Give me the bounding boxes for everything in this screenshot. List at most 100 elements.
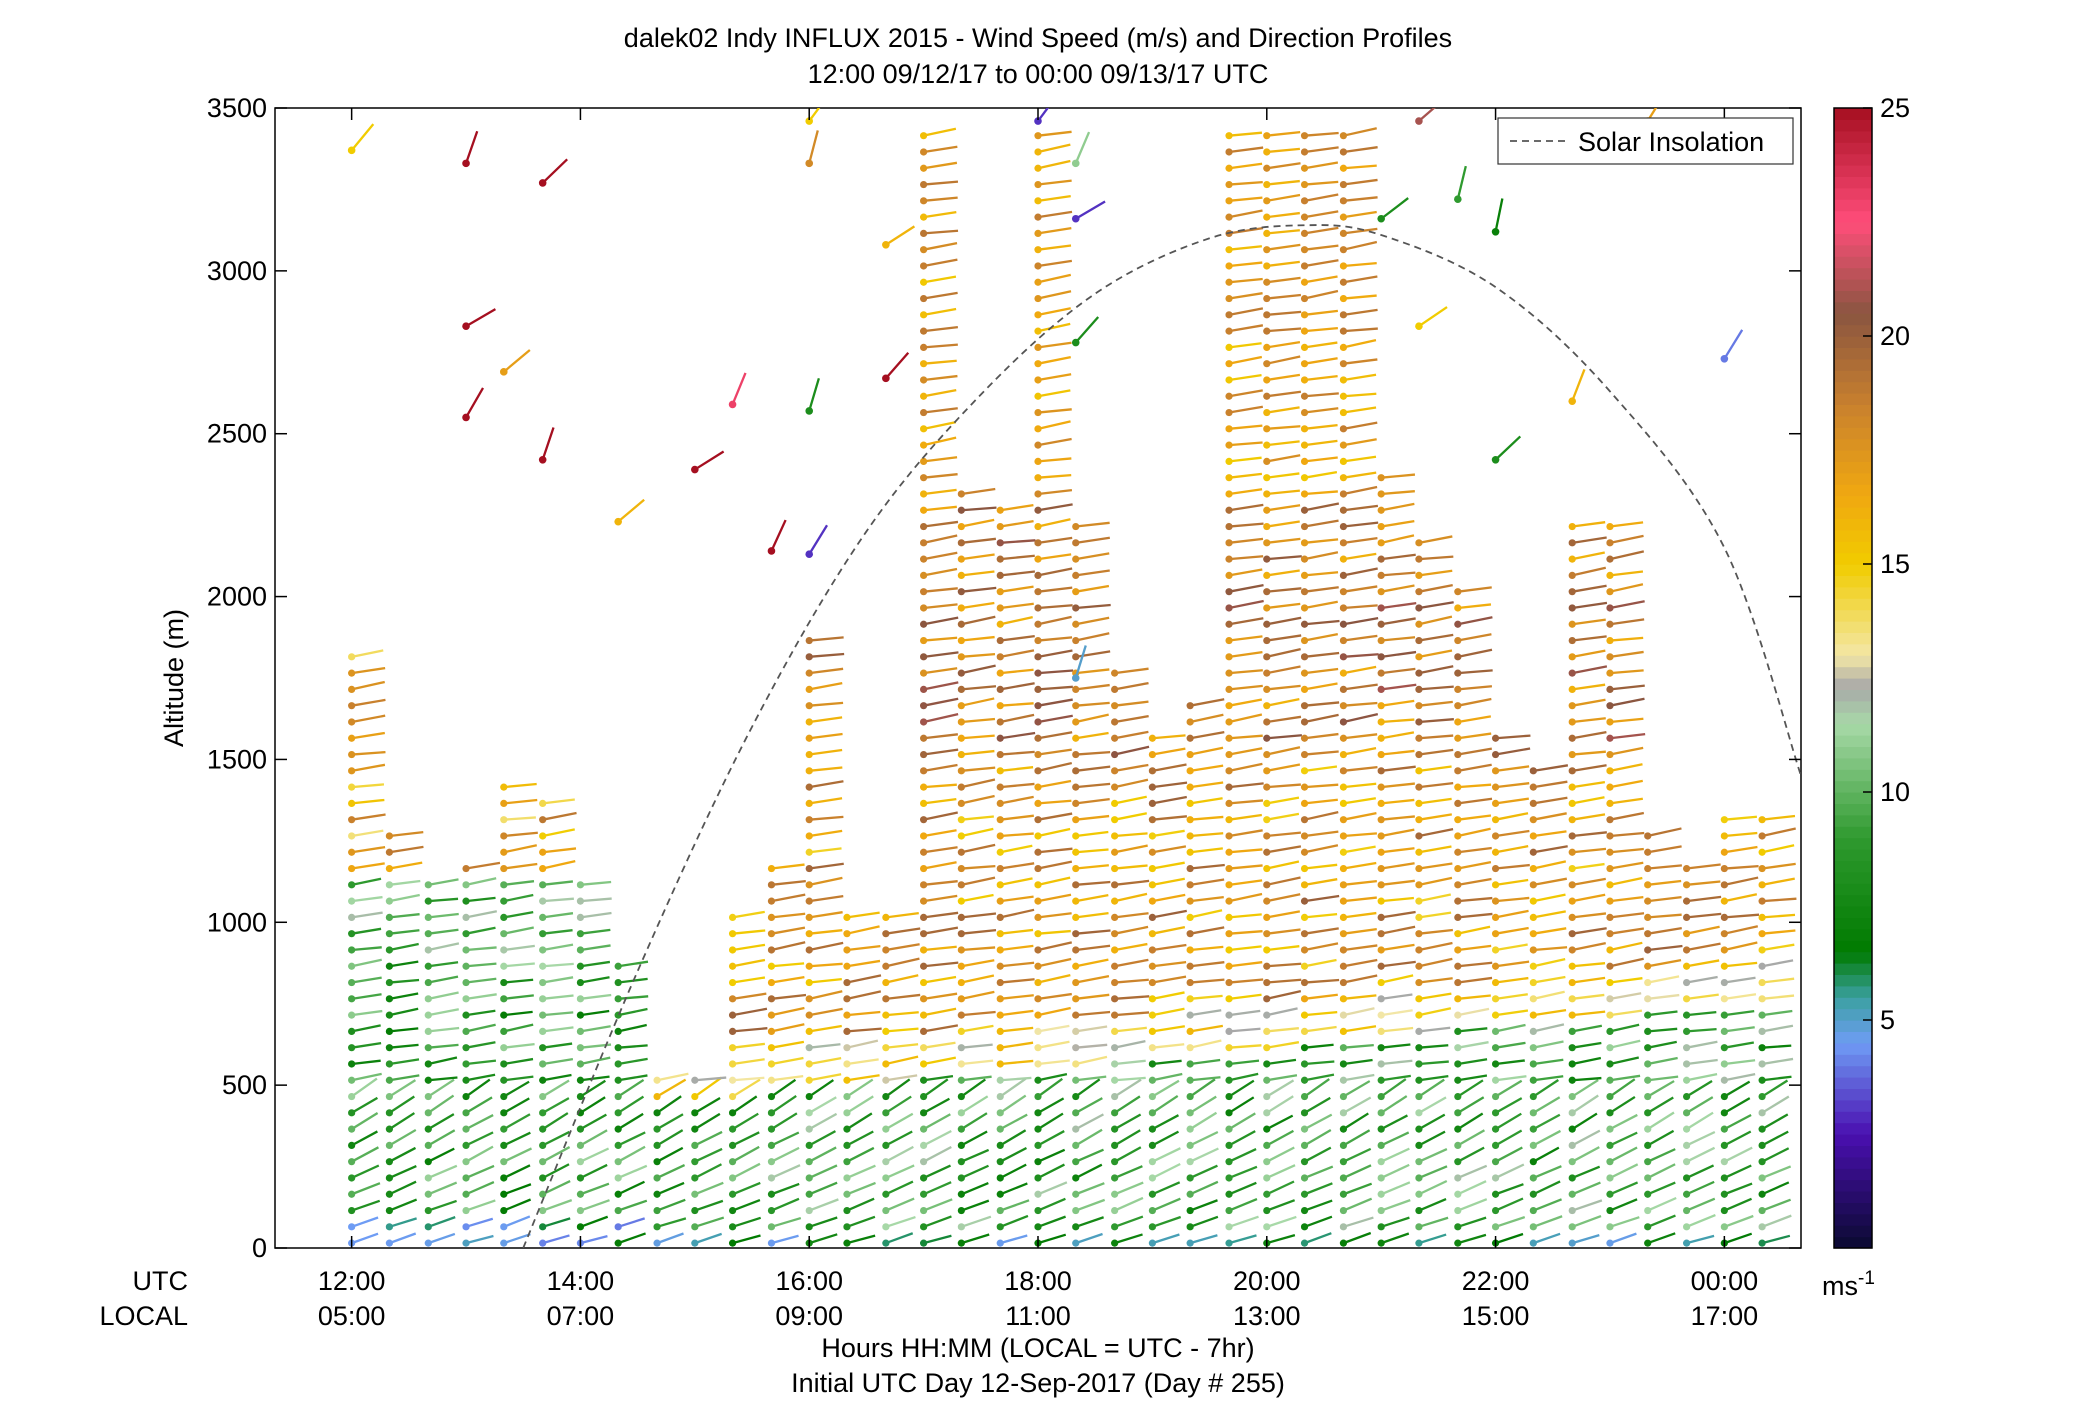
wind-barb — [1037, 322, 1071, 333]
wind-barb — [1189, 878, 1225, 886]
wind-barb — [1114, 832, 1148, 838]
wind-barb — [503, 1075, 534, 1082]
wind-barb-dot — [1606, 750, 1614, 759]
wind-barb — [694, 1163, 722, 1179]
wind-barb — [1380, 925, 1416, 935]
wind-barb — [846, 990, 882, 1000]
wind-barb-dot — [920, 913, 928, 922]
wind-barb — [961, 1043, 993, 1049]
wind-barb — [1304, 456, 1338, 463]
wind-barb-dot — [1415, 1239, 1423, 1247]
wind-barb-dot — [1377, 490, 1385, 498]
wind-barb — [1075, 798, 1110, 805]
wind-barb-dot — [348, 653, 356, 661]
wind-barb — [922, 1078, 949, 1098]
wind-barb-dot — [1454, 669, 1462, 677]
wind-barb-dot — [1072, 1190, 1080, 1198]
wind-barb-dot — [1186, 734, 1194, 742]
wind-barb-dot — [1568, 734, 1576, 742]
wind-barb — [1037, 893, 1072, 903]
wind-barb-dot — [691, 1206, 699, 1215]
wind-barb — [1457, 1146, 1485, 1163]
wind-barb-dot — [614, 1174, 622, 1182]
wind-barb-dot — [1415, 962, 1423, 970]
wind-barb-dot — [1225, 571, 1233, 580]
wind-profile — [996, 503, 1036, 1247]
wind-barb — [1381, 1043, 1411, 1049]
wind-barb — [1418, 941, 1453, 952]
wind-barb — [1075, 616, 1110, 626]
wind-barb — [1000, 994, 1034, 1000]
wind-barb-dot — [1529, 913, 1537, 922]
wind-barb-dot — [1339, 490, 1348, 498]
wind-barb-dot — [1300, 864, 1309, 873]
wind-barb — [579, 1129, 608, 1147]
colorbar-band — [1834, 313, 1872, 326]
wind-barb — [923, 911, 959, 919]
wind-barb-dot — [805, 1027, 813, 1035]
wind-barb — [1532, 1165, 1562, 1180]
wind-barb — [1304, 1073, 1335, 1082]
wind-barb — [1000, 782, 1035, 789]
colorbar-band — [1834, 1213, 1872, 1226]
wind-barb-dot — [767, 1141, 776, 1149]
wind-barb — [923, 992, 958, 1000]
wind-barb-dot — [1454, 734, 1462, 742]
wind-barb-dot — [882, 913, 890, 922]
wind-barb-dot — [996, 685, 1004, 694]
wind-barb-dot — [1415, 913, 1423, 922]
wind-barb — [1075, 1043, 1108, 1049]
wind-barb-dot — [1225, 913, 1233, 922]
wind-barb — [1532, 1198, 1562, 1212]
wind-barb — [1343, 1025, 1377, 1033]
wind-barb-dot — [1300, 539, 1309, 547]
wind-barb — [542, 1058, 574, 1066]
wind-barb — [351, 1182, 381, 1196]
wind-barb-dot — [500, 1011, 508, 1019]
wind-barb-dot — [805, 816, 813, 824]
wind-barb-dot — [1568, 913, 1576, 922]
wind-barb — [1686, 1130, 1716, 1147]
wind-barb-dot — [1606, 1239, 1614, 1247]
wind-barb-dot — [1225, 799, 1233, 808]
wind-barb — [542, 1163, 570, 1179]
wind-barb-dot — [1644, 962, 1652, 970]
wind-barb — [961, 553, 995, 561]
wind-barb-dot — [1339, 685, 1348, 694]
wind-barb — [1381, 553, 1416, 561]
wind-barb-dot — [1034, 1190, 1042, 1198]
wind-barb-dot — [1034, 1223, 1042, 1231]
wind-barb — [771, 962, 805, 968]
wind-barb-dot — [1491, 1125, 1500, 1133]
wind-barb-dot — [1225, 1174, 1233, 1182]
wind-barb-dot — [882, 1158, 890, 1166]
wind-barb — [465, 926, 496, 935]
wind-barb — [1074, 645, 1087, 679]
wind-barb-dot — [424, 1190, 432, 1198]
wind-barb-dot — [1111, 1206, 1119, 1215]
wind-barb-dot — [957, 995, 965, 1003]
wind-barb — [999, 908, 1035, 919]
wind-barb — [1304, 471, 1338, 479]
wind-barb — [846, 1130, 874, 1147]
wind-barb-dot — [920, 1239, 928, 1247]
wind-barb — [1228, 355, 1263, 365]
wind-barb-dot — [500, 897, 508, 905]
wind-barb — [427, 1094, 455, 1114]
wind-barb-dot — [1339, 636, 1348, 645]
wind-barb — [1037, 1040, 1070, 1049]
wind-barb — [1495, 863, 1530, 870]
wind-barb — [1228, 472, 1263, 479]
wind-barb — [809, 862, 844, 870]
wind-barb-dot — [1377, 978, 1385, 987]
wind-barb — [1457, 846, 1492, 854]
wind-barb-dot — [1072, 930, 1080, 938]
wind-barb-dot — [1072, 1239, 1080, 1247]
wind-barb — [1114, 1026, 1147, 1033]
wind-barb-dot — [882, 1206, 890, 1215]
wind-barb — [351, 829, 384, 838]
wind-barb-dot — [1491, 995, 1500, 1003]
wind-barb-dot — [385, 978, 393, 987]
wind-barb-dot — [1300, 213, 1309, 221]
wind-barb — [1647, 1181, 1676, 1196]
